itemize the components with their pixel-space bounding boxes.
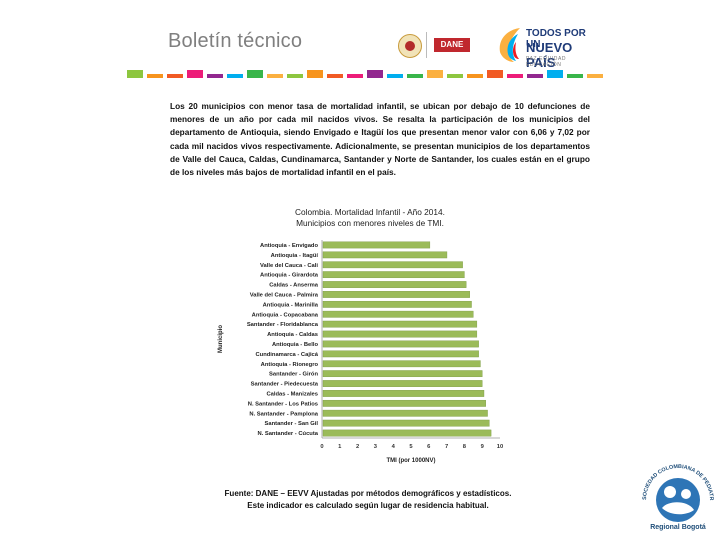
x-tick-label: 5 [409, 444, 413, 450]
stripe-segment [547, 70, 563, 78]
bar [322, 360, 481, 368]
x-tick-label: 8 [463, 444, 467, 450]
category-label: N. Santander - Pamplona [249, 411, 318, 417]
stripe-segment [147, 74, 163, 78]
color-stripe [127, 70, 603, 78]
bar [322, 390, 485, 397]
x-tick-label: 1 [338, 444, 342, 450]
category-label: Antioquia - Itagüí [271, 253, 319, 259]
chart-title: Colombia. Mortalidad Infantil - Año 2014… [295, 207, 445, 217]
source-line-2: Este indicador es calculado según lugar … [247, 501, 489, 510]
stripe-segment [407, 74, 423, 78]
stripe-segment [127, 70, 143, 78]
category-label: Caldas - Anserma [269, 283, 319, 289]
stripe-segment [587, 74, 603, 78]
campaign-line2: NUEVO PAÍS [526, 40, 573, 70]
x-axis-label: TMI (por 1000NV) [386, 458, 435, 464]
region-label: Regional Bogotá [650, 524, 706, 531]
category-label: Antioquia - Marinilla [263, 302, 319, 308]
category-label: N. Santander - Los Patios [248, 401, 318, 407]
logo-divider [426, 32, 427, 58]
stripe-segment [447, 74, 463, 78]
x-tick-label: 7 [445, 444, 448, 450]
bar [322, 429, 492, 437]
pediatrics-society-logo: SOCIEDAD COLOMBIANA DE PEDIATRÍA [636, 454, 714, 522]
category-label: Antioquia - Girardota [260, 273, 319, 279]
bar [322, 419, 490, 427]
bar [322, 409, 488, 417]
category-label: Santander - Girón [269, 372, 318, 378]
chart-title-block: Colombia. Mortalidad Infantil - Año 2014… [270, 207, 470, 229]
category-label: Antioquia - Bello [272, 342, 319, 348]
stripe-segment [427, 70, 443, 78]
chart-subtitle: Municipios con menores niveles de TMI. [296, 218, 444, 228]
stripe-segment [467, 74, 483, 78]
body-paragraph: Los 20 municipios con menor tasa de mort… [170, 101, 590, 178]
stripe-segment [527, 74, 543, 78]
bar [322, 251, 448, 259]
stripe-segment [307, 70, 323, 78]
category-label: Valle del Cauca - Palmira [250, 292, 319, 298]
bar [322, 261, 463, 269]
category-label: Antioquia - Copacabana [252, 312, 319, 318]
bar [322, 330, 478, 338]
mortality-bar-chart: Antioquia - Envigado Antioquia - Itagüí Va… [218, 240, 503, 464]
category-label: Santander - San Gil [265, 421, 319, 427]
category-label: Antioquia - Envigado [260, 243, 318, 249]
stripe-segment [187, 70, 203, 78]
stripe-segment [347, 74, 363, 78]
x-tick-label: 2 [356, 444, 359, 450]
category-label: N. Santander - Cúcuta [257, 431, 318, 437]
category-label: Antioquia - Caldas [267, 332, 318, 338]
page-title: Boletín técnico [168, 30, 303, 52]
source-line-1: Fuente: DANE – EEVV Ajustadas por método… [224, 489, 512, 498]
x-tick-label: 4 [392, 444, 396, 450]
bar [322, 271, 465, 279]
bar [322, 380, 483, 387]
stripe-segment [507, 74, 523, 78]
colombia-crest-icon [398, 34, 422, 58]
bar [322, 320, 478, 328]
x-tick-label: 9 [481, 444, 485, 450]
category-label: Santander - Piedecuesta [251, 382, 319, 388]
stripe-segment [267, 74, 283, 78]
category-label: Antioquia - Rionegro [261, 362, 319, 368]
bar [322, 291, 470, 298]
stripe-segment [207, 74, 223, 78]
source-note: Fuente: DANE – EEVV Ajustadas por método… [188, 488, 548, 512]
bar [322, 241, 431, 249]
category-label: Caldas - Manizales [266, 391, 318, 397]
stripe-segment [567, 74, 583, 78]
stripe-segment [287, 74, 303, 78]
stripe-segment [167, 74, 183, 78]
x-tick-label: 0 [320, 444, 323, 450]
category-label: Cundinamarca - Cajicá [256, 352, 319, 358]
bar [322, 281, 467, 288]
y-axis-label: Municipio [218, 325, 224, 353]
bar [322, 300, 472, 308]
stripe-segment [487, 70, 503, 78]
header-logos: DANE TODOS POR UN NUEVO PAÍS PAZ EQUIDAD… [398, 22, 603, 70]
campaign-swoosh-icon [499, 28, 520, 62]
dane-logo: DANE [434, 38, 470, 52]
bar [322, 399, 486, 407]
campaign-tagline: PAZ EQUIDAD EDUCACIÓN [526, 56, 567, 68]
stripe-segment [367, 70, 383, 78]
bar [322, 310, 474, 318]
bar [322, 350, 479, 358]
stripe-segment [247, 70, 263, 78]
category-label: Valle del Cauca - Cali [260, 263, 318, 269]
campaign-line1: TODOS POR UN [526, 28, 586, 50]
bar [322, 340, 479, 348]
bar [322, 370, 483, 378]
stripe-segment [387, 74, 403, 78]
stripe-segment [227, 74, 243, 78]
category-label: Santander - Floridablanca [247, 322, 319, 328]
x-tick-label: 6 [427, 444, 431, 450]
stripe-segment [327, 74, 343, 78]
x-tick-label: 10 [497, 444, 503, 450]
x-tick-label: 3 [374, 444, 378, 450]
